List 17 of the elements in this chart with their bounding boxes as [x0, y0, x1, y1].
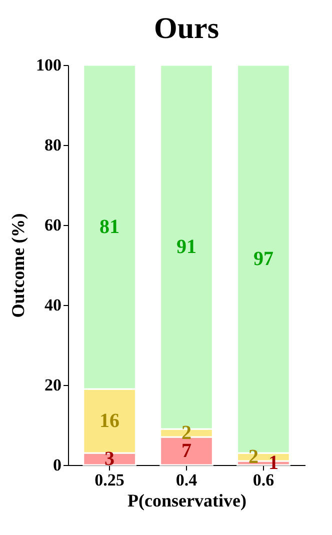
y-tick-label: 80 [44, 136, 62, 154]
data-label: 97 [253, 248, 274, 270]
data-label: 16 [100, 410, 120, 432]
y-tick-label: 20 [44, 376, 62, 394]
chart-title: Ours [154, 12, 220, 45]
y-axis-title: Outcome (%) [8, 213, 28, 318]
data-label: 91 [176, 236, 196, 258]
data-label: 7 [182, 440, 192, 462]
data-label: 3 [104, 448, 115, 470]
x-tick-label: 0.25 [94, 470, 124, 490]
data-label: 81 [100, 216, 120, 238]
y-tick-label: 60 [44, 216, 62, 234]
x-axis-title: P(conservative) [128, 490, 246, 510]
y-tick-label: 0 [53, 456, 62, 474]
y-tick-label: 40 [44, 296, 62, 314]
x-tick-label: 0.4 [176, 470, 198, 490]
y-tick-label: 100 [36, 56, 62, 74]
